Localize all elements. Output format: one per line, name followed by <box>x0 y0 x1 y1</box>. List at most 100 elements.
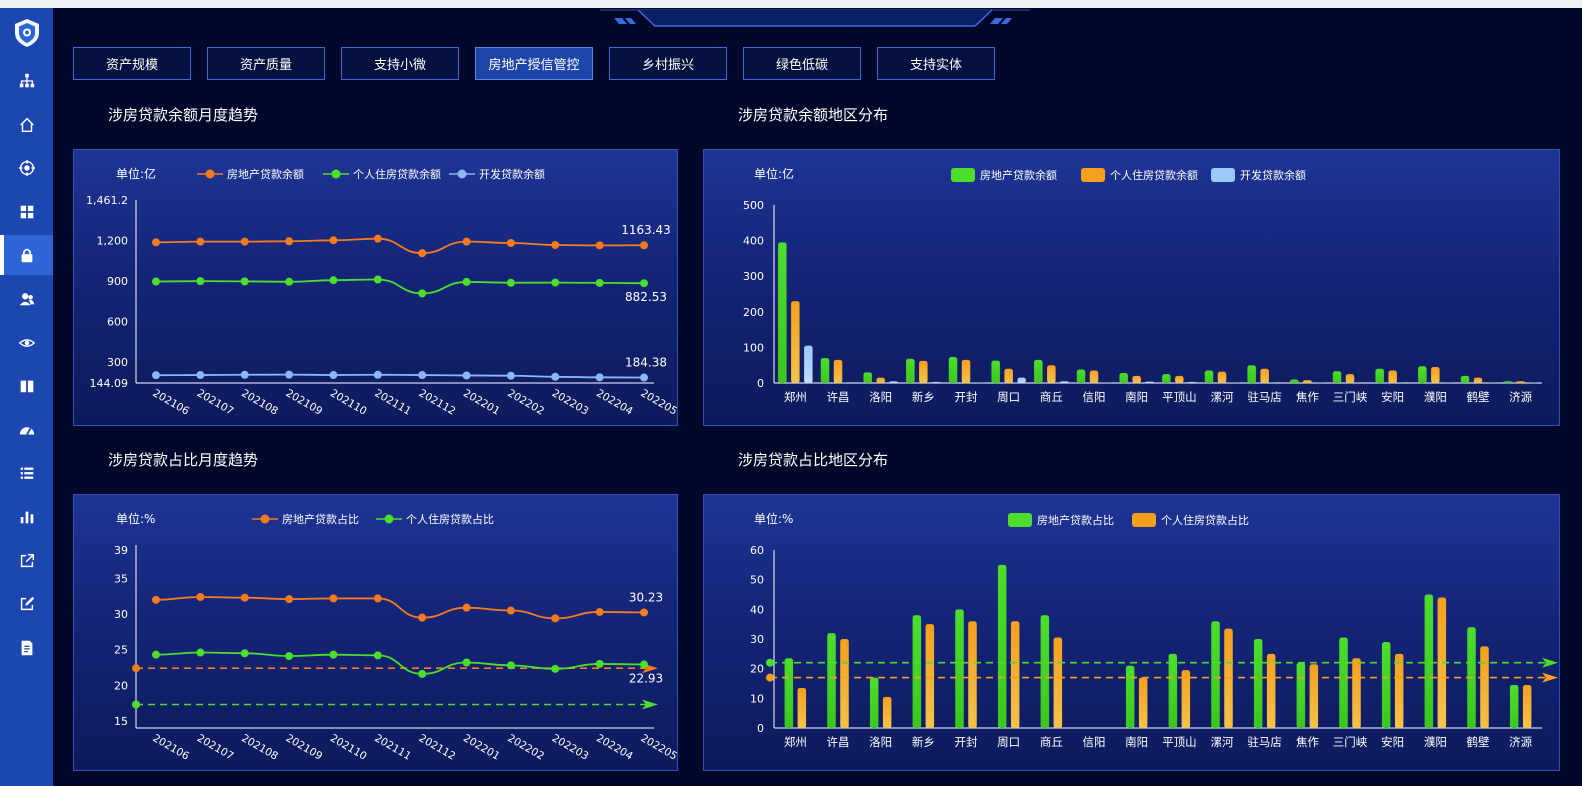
data-point[interactable] <box>418 613 427 622</box>
bar[interactable] <box>1053 637 1063 728</box>
data-point[interactable] <box>152 238 160 247</box>
bar[interactable] <box>1516 381 1525 383</box>
data-point[interactable] <box>462 371 471 380</box>
bar[interactable] <box>1388 370 1397 383</box>
data-point[interactable] <box>240 237 249 246</box>
bar[interactable] <box>1211 621 1220 728</box>
bar[interactable] <box>1260 368 1269 383</box>
data-point[interactable] <box>595 373 604 382</box>
bar[interactable] <box>1217 371 1227 383</box>
bar[interactable] <box>1303 380 1312 383</box>
bar[interactable] <box>1522 684 1532 728</box>
data-point[interactable] <box>196 371 205 380</box>
data-point[interactable] <box>462 277 471 286</box>
bar[interactable] <box>1145 381 1154 383</box>
data-point[interactable] <box>152 371 160 380</box>
data-point[interactable] <box>152 650 160 659</box>
bar[interactable] <box>1273 382 1282 383</box>
bar[interactable] <box>1375 368 1384 383</box>
data-point[interactable] <box>506 606 515 615</box>
sidebar-item-list[interactable] <box>0 453 53 493</box>
data-point[interactable] <box>285 277 294 286</box>
sidebar-item-book[interactable] <box>0 366 53 406</box>
bar[interactable] <box>1431 366 1440 383</box>
sidebar-item-home[interactable] <box>0 105 53 145</box>
bar[interactable] <box>1040 615 1050 728</box>
bar[interactable] <box>1162 374 1171 383</box>
data-point[interactable] <box>640 660 648 669</box>
bar[interactable] <box>1188 381 1197 383</box>
sidebar-item-users[interactable] <box>0 279 53 319</box>
legend-item[interactable]: 开发贷款余额 <box>449 167 545 181</box>
bar[interactable] <box>876 377 885 383</box>
tab-6[interactable]: 支持实体 <box>877 47 995 80</box>
data-point[interactable] <box>152 277 160 286</box>
data-point[interactable] <box>462 603 471 612</box>
tab-4[interactable]: 乡村振兴 <box>609 47 727 80</box>
bar[interactable] <box>1060 381 1069 383</box>
data-point[interactable] <box>506 371 515 380</box>
bar[interactable] <box>882 696 892 728</box>
bar[interactable] <box>1381 641 1391 728</box>
data-point[interactable] <box>240 593 249 602</box>
bar[interactable] <box>961 359 971 383</box>
data-point[interactable] <box>373 234 382 243</box>
bar[interactable] <box>991 360 1000 383</box>
bar[interactable] <box>1437 597 1447 728</box>
data-point[interactable] <box>196 277 205 286</box>
bar[interactable] <box>1181 670 1191 728</box>
data-point[interactable] <box>506 278 515 287</box>
bar[interactable] <box>889 381 898 383</box>
sidebar-item-external-link[interactable] <box>0 541 53 581</box>
bar[interactable] <box>869 677 879 728</box>
bar[interactable] <box>932 381 941 383</box>
data-point[interactable] <box>551 372 560 381</box>
data-point[interactable] <box>506 239 515 248</box>
data-point[interactable] <box>329 594 338 603</box>
data-point[interactable] <box>329 371 338 380</box>
data-point[interactable] <box>418 249 427 258</box>
legend-item[interactable]: 房地产贷款占比 <box>1008 513 1114 527</box>
tab-1[interactable]: 资产质量 <box>207 47 325 80</box>
bar[interactable] <box>1401 382 1410 383</box>
app-logo[interactable] <box>0 8 53 58</box>
data-point[interactable] <box>595 241 604 250</box>
data-point[interactable] <box>285 595 294 604</box>
data-point[interactable] <box>595 278 604 287</box>
data-point[interactable] <box>285 370 294 379</box>
data-point[interactable] <box>373 275 382 284</box>
legend-item[interactable]: 个人住房贷款占比 <box>1132 513 1249 527</box>
bar[interactable] <box>804 345 813 383</box>
data-point[interactable] <box>418 669 427 678</box>
bar[interactable] <box>1125 665 1135 728</box>
bar[interactable] <box>925 624 935 728</box>
bar[interactable] <box>1460 375 1470 383</box>
data-point[interactable] <box>329 650 338 659</box>
bar[interactable] <box>1480 646 1489 728</box>
bar[interactable] <box>1345 374 1355 383</box>
bar[interactable] <box>1119 373 1128 383</box>
data-point[interactable] <box>196 648 205 657</box>
bar[interactable] <box>955 609 964 728</box>
tab-5[interactable]: 绿色低碳 <box>743 47 861 80</box>
tab-0[interactable]: 资产规模 <box>73 47 191 80</box>
bar[interactable] <box>1296 662 1306 728</box>
data-point[interactable] <box>418 289 427 298</box>
data-point[interactable] <box>640 241 648 250</box>
bar[interactable] <box>1503 381 1512 383</box>
sidebar-item-eye[interactable] <box>0 323 53 363</box>
bar[interactable] <box>778 242 787 383</box>
bar[interactable] <box>1047 365 1056 383</box>
data-point[interactable] <box>640 279 648 288</box>
data-point[interactable] <box>285 652 294 661</box>
data-point[interactable] <box>551 278 560 287</box>
bar[interactable] <box>863 372 872 383</box>
bar[interactable] <box>1266 653 1276 728</box>
bar[interactable] <box>1034 359 1043 383</box>
bar[interactable] <box>833 359 843 383</box>
legend-item[interactable]: 个人住房贷款占比 <box>376 512 494 526</box>
data-point[interactable] <box>240 370 249 379</box>
legend-item[interactable]: 开发贷款余额 <box>1211 168 1306 182</box>
data-point[interactable] <box>152 595 160 604</box>
bar[interactable] <box>1132 375 1141 383</box>
